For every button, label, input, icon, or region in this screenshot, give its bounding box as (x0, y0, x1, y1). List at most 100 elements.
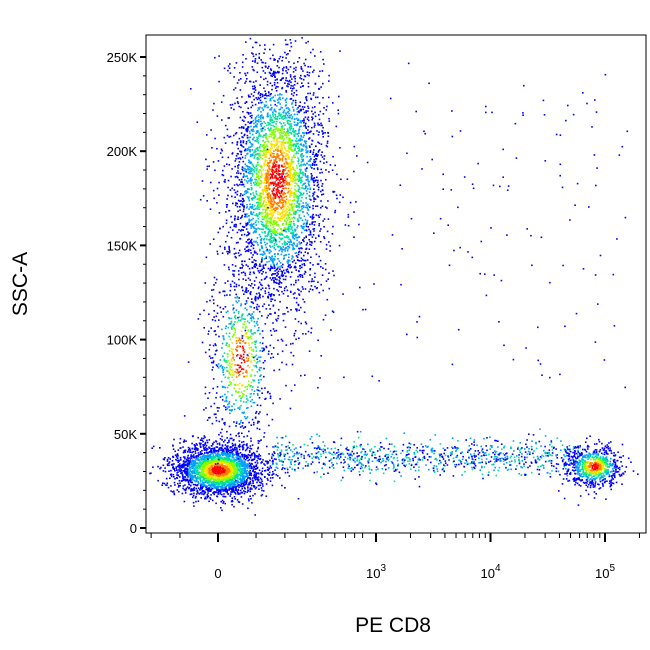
data-point (256, 180, 259, 182)
data-point (241, 485, 243, 488)
data-point (266, 159, 268, 162)
data-point (250, 298, 253, 300)
data-point (240, 200, 242, 202)
data-point (266, 233, 269, 236)
data-point (224, 240, 227, 243)
data-point (274, 118, 277, 120)
data-point (194, 466, 197, 469)
data-point (182, 456, 185, 458)
data-point (261, 493, 264, 496)
data-point (256, 184, 258, 186)
data-point (227, 472, 229, 475)
data-point (254, 453, 256, 456)
data-point (248, 96, 250, 98)
data-point (242, 468, 244, 470)
data-point (261, 350, 264, 352)
data-point (221, 471, 224, 473)
data-point (193, 454, 195, 456)
data-point (238, 459, 241, 462)
data-point (301, 156, 303, 159)
data-point (182, 462, 185, 465)
data-point (222, 472, 225, 475)
data-point (220, 452, 223, 454)
data-point (286, 72, 288, 74)
data-point (262, 136, 264, 138)
data-point (230, 466, 233, 468)
data-point (251, 453, 253, 456)
data-point (290, 227, 293, 230)
data-point (172, 466, 174, 469)
data-point (221, 452, 224, 454)
data-point (299, 168, 301, 171)
data-point (231, 497, 234, 499)
data-point (318, 114, 320, 116)
data-point (289, 116, 291, 119)
data-point (175, 458, 177, 461)
data-point (270, 104, 272, 106)
data-point (258, 108, 260, 110)
data-point (264, 94, 267, 96)
data-point (300, 322, 302, 325)
data-point (289, 183, 292, 186)
data-point (258, 228, 261, 230)
data-point (169, 458, 171, 460)
data-point (212, 485, 215, 487)
data-point (310, 285, 313, 287)
data-point (209, 478, 211, 480)
data-point (246, 444, 248, 447)
data-point (221, 499, 224, 502)
data-point (265, 227, 268, 230)
data-point (303, 206, 305, 209)
data-point (275, 126, 277, 128)
data-point (194, 460, 196, 463)
data-point (230, 460, 232, 462)
data-point (214, 464, 217, 467)
data-point (242, 141, 245, 144)
data-point (257, 270, 260, 272)
data-point (247, 490, 250, 492)
data-point (284, 326, 287, 328)
data-point (275, 72, 277, 74)
data-point (301, 227, 304, 230)
data-point (281, 127, 283, 130)
data-point (259, 44, 261, 47)
data-point (205, 444, 208, 447)
data-point (307, 116, 310, 118)
data-point (274, 79, 277, 81)
data-point (312, 133, 315, 135)
data-point (296, 202, 299, 204)
data-point (263, 215, 266, 218)
data-point (235, 252, 237, 254)
data-point (177, 461, 180, 463)
data-point (267, 151, 270, 153)
data-point (252, 53, 254, 55)
data-point (305, 225, 308, 228)
data-point (218, 476, 221, 479)
data-point (276, 189, 278, 191)
data-point (273, 125, 276, 128)
data-point (287, 53, 289, 55)
data-point (237, 454, 239, 456)
data-point (299, 121, 301, 124)
data-point (300, 67, 303, 70)
data-point (269, 229, 271, 232)
data-point (258, 213, 260, 215)
data-point (217, 473, 220, 475)
data-point (277, 211, 279, 213)
data-point (229, 476, 231, 479)
data-point (264, 160, 266, 163)
data-point (195, 478, 198, 481)
data-point (249, 454, 252, 457)
data-point (223, 475, 225, 477)
data-point (235, 462, 238, 464)
data-point (228, 479, 230, 481)
data-point (247, 486, 249, 488)
data-point (258, 271, 261, 274)
data-point (238, 486, 240, 489)
data-point (312, 207, 314, 210)
data-point (262, 459, 264, 461)
data-point (308, 198, 311, 200)
data-point (245, 141, 248, 143)
data-point (278, 108, 281, 111)
data-point (266, 114, 269, 116)
